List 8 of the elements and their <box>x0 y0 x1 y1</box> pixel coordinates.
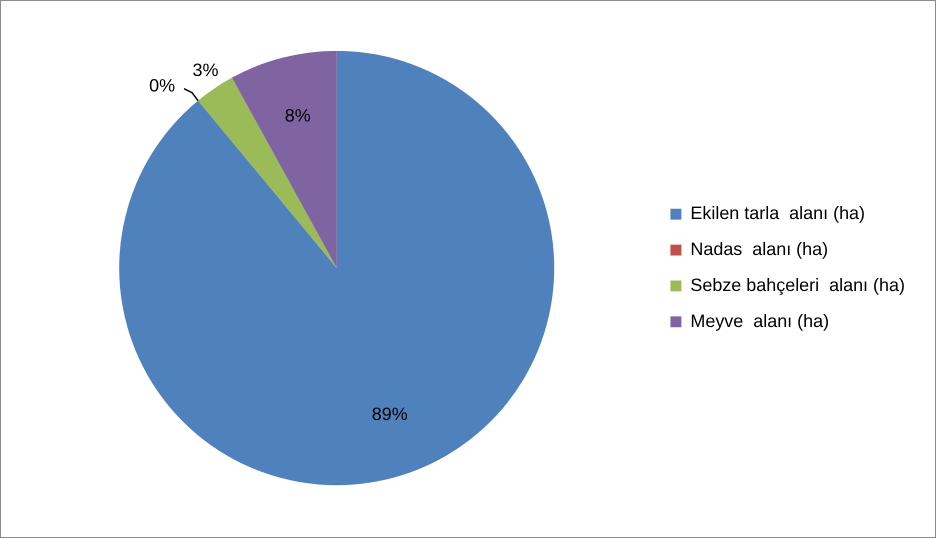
legend-label: Ekilen tarla alanı (ha) <box>690 203 866 224</box>
data-label: 3% <box>192 60 218 80</box>
legend-label: Sebze bahçeleri alanı (ha) <box>690 274 905 295</box>
data-label: 8% <box>284 106 311 126</box>
text: 0% <box>149 76 176 96</box>
legend-label: Nadas alanı (ha) <box>690 239 828 260</box>
data-label: 89% <box>372 404 408 424</box>
legend-label: Meyve alanı (ha) <box>690 310 830 331</box>
